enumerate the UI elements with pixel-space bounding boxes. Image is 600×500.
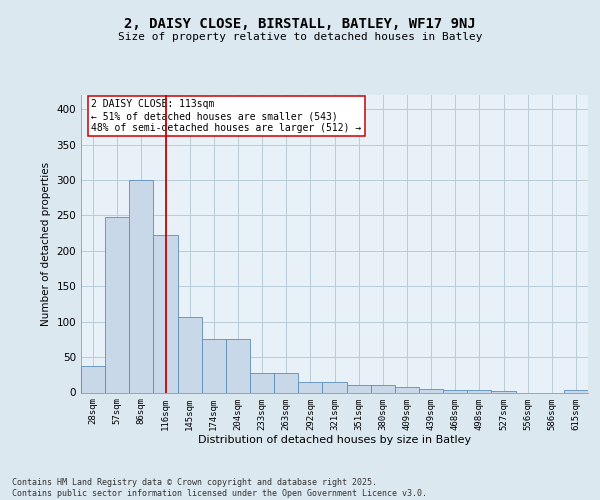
Text: Size of property relative to detached houses in Batley: Size of property relative to detached ho… [118,32,482,42]
Bar [274,374,298,392]
Bar [298,382,322,392]
Text: 2 DAISY CLOSE: 113sqm
← 51% of detached houses are smaller (543)
48% of semi-det: 2 DAISY CLOSE: 113sqm ← 51% of detached … [91,100,361,132]
Bar [564,390,588,392]
X-axis label: Distribution of detached houses by size in Batley: Distribution of detached houses by size … [198,435,471,445]
Bar [419,389,443,392]
Bar [202,338,226,392]
Bar [129,180,154,392]
Bar [347,386,371,392]
Bar [467,390,491,392]
Bar [105,217,129,392]
Bar [322,382,347,392]
Bar [154,234,178,392]
Bar [395,387,419,392]
Bar [81,366,105,392]
Text: 2, DAISY CLOSE, BIRSTALL, BATLEY, WF17 9NJ: 2, DAISY CLOSE, BIRSTALL, BATLEY, WF17 9… [124,18,476,32]
Bar [178,318,202,392]
Bar [443,390,467,392]
Bar [250,374,274,392]
Bar [491,391,515,392]
Text: Contains HM Land Registry data © Crown copyright and database right 2025.
Contai: Contains HM Land Registry data © Crown c… [12,478,427,498]
Bar [226,338,250,392]
Y-axis label: Number of detached properties: Number of detached properties [41,162,51,326]
Bar [371,386,395,392]
